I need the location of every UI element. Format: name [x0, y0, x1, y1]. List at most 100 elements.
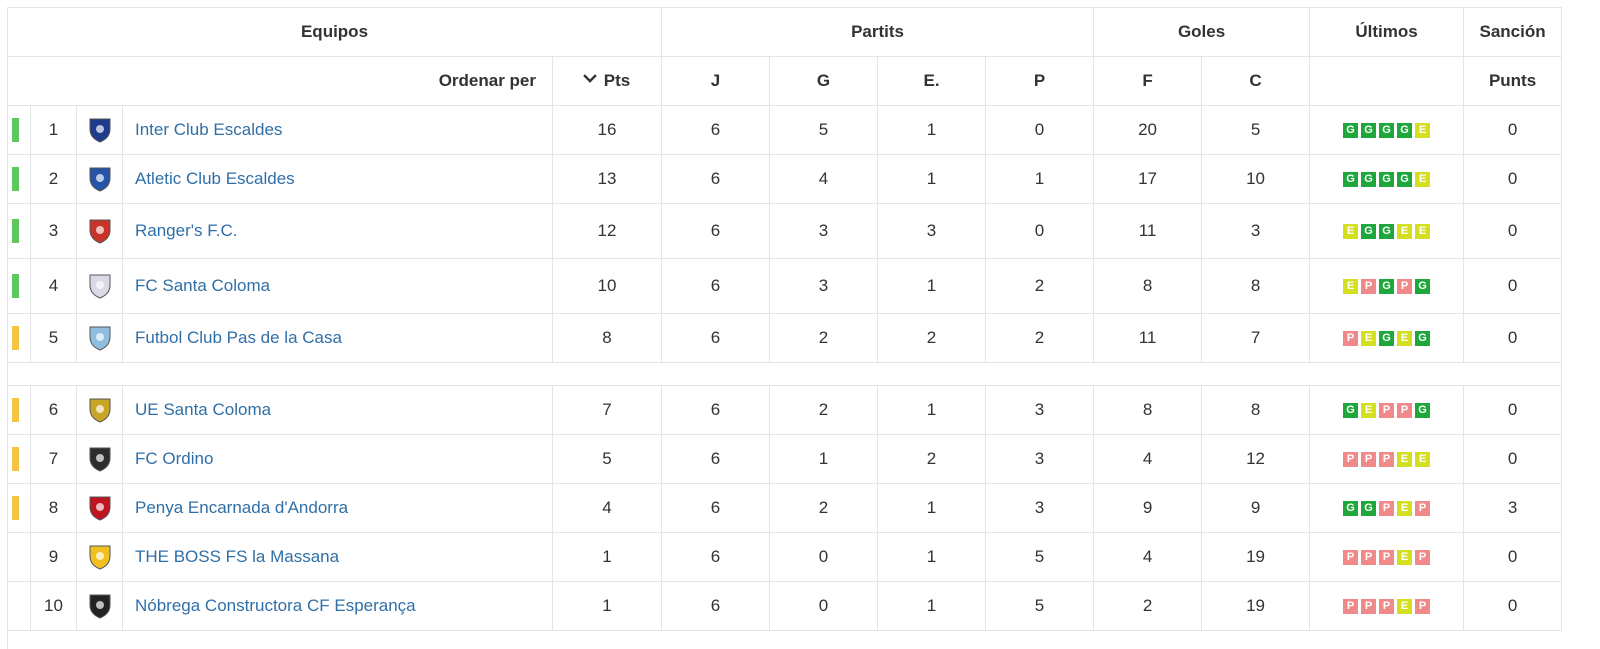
col-p[interactable]: P [986, 57, 1094, 106]
position: 6 [31, 386, 77, 435]
stat-f: 17 [1094, 155, 1202, 204]
position: 3 [31, 204, 77, 259]
stat-p: 5 [986, 533, 1094, 582]
col-f[interactable]: F [1094, 57, 1202, 106]
form-badge-P: P [1397, 279, 1412, 294]
stat-p: 3 [986, 484, 1094, 533]
team-link[interactable]: FC Santa Coloma [123, 259, 553, 314]
stat-f: 11 [1094, 204, 1202, 259]
stat-pts: 1 [553, 533, 662, 582]
form-badge-P: P [1415, 599, 1430, 614]
team-logo [77, 582, 123, 631]
form-badge-E: E [1397, 452, 1412, 467]
stat-f: 8 [1094, 259, 1202, 314]
position: 7 [31, 435, 77, 484]
form-badge-E: E [1415, 123, 1430, 138]
form-badge-P: P [1343, 452, 1358, 467]
stat-c: 7 [1202, 314, 1310, 363]
stat-e: 2 [878, 435, 986, 484]
form-badge-G: G [1415, 279, 1430, 294]
sort-pts-button[interactable]: Pts [553, 57, 662, 106]
zone-indicator [8, 533, 31, 582]
form-badge-P: P [1361, 599, 1376, 614]
stat-pts: 8 [553, 314, 662, 363]
team-crest-icon [88, 397, 112, 423]
form-badge-G: G [1343, 172, 1358, 187]
team-link[interactable]: Atletic Club Escaldes [123, 155, 553, 204]
col-c[interactable]: C [1202, 57, 1310, 106]
stat-e: 1 [878, 259, 986, 314]
sancion-punts: 0 [1464, 155, 1562, 204]
stat-g: 5 [770, 106, 878, 155]
team-logo [77, 155, 123, 204]
zone-indicator [8, 106, 31, 155]
team-crest-icon [88, 325, 112, 351]
position: 5 [31, 314, 77, 363]
form-badge-G: G [1361, 224, 1376, 239]
stat-p: 2 [986, 314, 1094, 363]
form-badge-E: E [1415, 224, 1430, 239]
stat-pts: 12 [553, 204, 662, 259]
stat-g: 2 [770, 484, 878, 533]
stat-f: 9 [1094, 484, 1202, 533]
form-badge-E: E [1415, 452, 1430, 467]
stat-c: 5 [1202, 106, 1310, 155]
sancion-punts: 0 [1464, 386, 1562, 435]
position: 2 [31, 155, 77, 204]
col-j[interactable]: J [662, 57, 770, 106]
stat-pts: 10 [553, 259, 662, 314]
form-badge-G: G [1397, 123, 1412, 138]
form-badge-P: P [1343, 599, 1358, 614]
sancion-punts: 0 [1464, 314, 1562, 363]
zone-indicator [8, 386, 31, 435]
zone-indicator [8, 204, 31, 259]
team-link[interactable]: FC Ordino [123, 435, 553, 484]
zone-indicator [8, 314, 31, 363]
stat-e: 2 [878, 314, 986, 363]
header-ultimos: Últimos [1310, 8, 1464, 57]
stat-pts: 16 [553, 106, 662, 155]
team-link[interactable]: Penya Encarnada d'Andorra [123, 484, 553, 533]
team-link[interactable]: Ranger's F.C. [123, 204, 553, 259]
stat-e: 1 [878, 582, 986, 631]
sancion-punts: 0 [1464, 106, 1562, 155]
form-badge-G: G [1343, 403, 1358, 418]
col-punts[interactable]: Punts [1464, 57, 1562, 106]
team-link[interactable]: Inter Club Escaldes [123, 106, 553, 155]
stat-p: 1 [986, 155, 1094, 204]
form-badge-P: P [1361, 279, 1376, 294]
form-badge-G: G [1361, 501, 1376, 516]
col-g[interactable]: G [770, 57, 878, 106]
team-logo [77, 386, 123, 435]
stat-j: 6 [662, 204, 770, 259]
col-e[interactable]: E. [878, 57, 986, 106]
form-badge-E: E [1343, 279, 1358, 294]
form-badge-G: G [1343, 123, 1358, 138]
form-badge-P: P [1379, 599, 1394, 614]
position: 4 [31, 259, 77, 314]
team-link[interactable]: UE Santa Coloma [123, 386, 553, 435]
team-link[interactable]: THE BOSS FS la Massana [123, 533, 553, 582]
team-crest-icon [88, 117, 112, 143]
form-badge-P: P [1379, 452, 1394, 467]
team-link[interactable]: Futbol Club Pas de la Casa [123, 314, 553, 363]
zone-indicator [8, 435, 31, 484]
position: 1 [31, 106, 77, 155]
stat-g: 2 [770, 386, 878, 435]
stat-e: 1 [878, 155, 986, 204]
stat-c: 12 [1202, 435, 1310, 484]
team-crest-icon [88, 446, 112, 472]
group-separator [8, 363, 1562, 386]
stat-f: 8 [1094, 386, 1202, 435]
team-link[interactable]: Nóbrega Constructora CF Esperança [123, 582, 553, 631]
stat-j: 6 [662, 259, 770, 314]
